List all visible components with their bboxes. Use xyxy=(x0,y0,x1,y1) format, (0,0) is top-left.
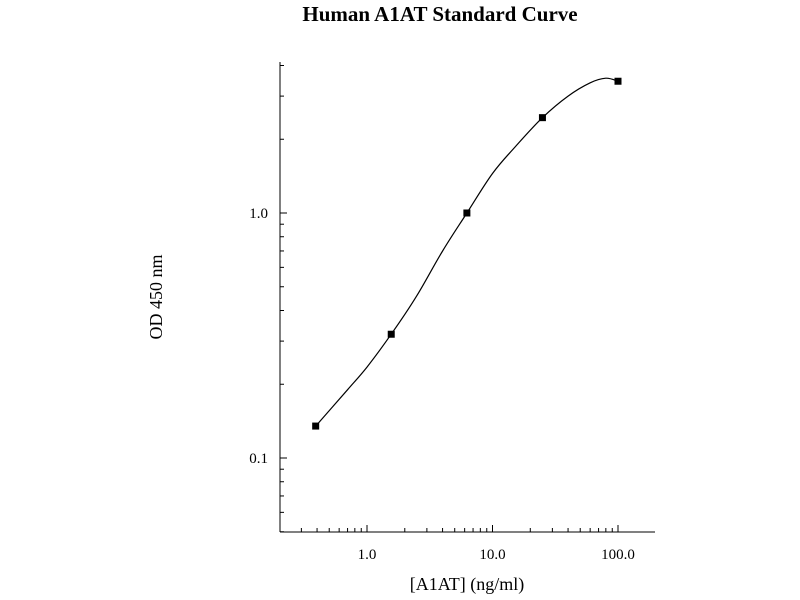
x-tick-label: 1.0 xyxy=(358,547,377,563)
y-tick-label: 0.1 xyxy=(249,451,268,467)
chart-title: Human A1AT Standard Curve xyxy=(302,2,578,26)
x-axis-tick-labels: 1.0 10.0 100.0 xyxy=(358,547,635,563)
data-point xyxy=(312,422,320,430)
x-tick-label: 100.0 xyxy=(601,547,635,563)
x-tick-label: 10.0 xyxy=(479,547,505,563)
data-point xyxy=(538,114,546,122)
y-axis-tick-labels: 0.1 1.0 xyxy=(249,206,268,467)
data-points xyxy=(312,77,622,430)
data-point xyxy=(614,77,622,85)
x-axis-title: [A1AT] (ng/ml) xyxy=(410,574,524,595)
y-axis-title: OD 450 nm xyxy=(146,255,166,340)
y-axis-ticks xyxy=(280,64,287,533)
y-tick-label: 1.0 xyxy=(249,206,268,222)
x-axis-ticks xyxy=(300,525,619,532)
data-point xyxy=(387,330,395,338)
data-point xyxy=(463,209,471,217)
fit-curve xyxy=(315,77,619,427)
